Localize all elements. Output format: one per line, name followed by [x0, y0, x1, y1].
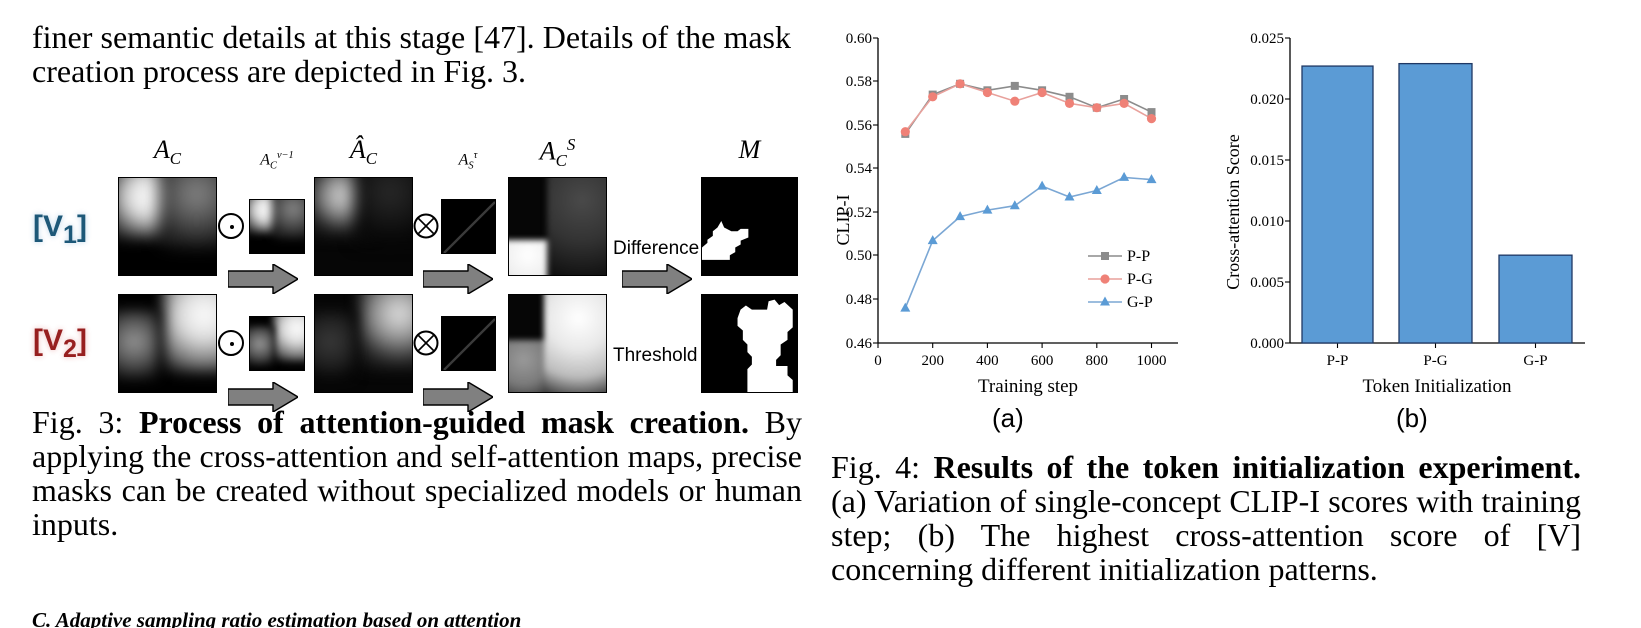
svg-text:1000: 1000 — [1137, 353, 1167, 369]
svg-text:0.52: 0.52 — [846, 205, 872, 221]
svg-text:Training step: Training step — [978, 376, 1078, 397]
svg-text:G-P: G-P — [1523, 353, 1547, 369]
svg-text:Token Initialization: Token Initialization — [1362, 376, 1512, 397]
svg-text:0.60: 0.60 — [846, 31, 872, 47]
svg-text:0.000: 0.000 — [1250, 336, 1284, 352]
svg-text:0.50: 0.50 — [846, 248, 872, 264]
svg-text:0.005: 0.005 — [1250, 275, 1284, 291]
svg-text:0.020: 0.020 — [1250, 92, 1284, 108]
svg-text:0.010: 0.010 — [1250, 214, 1284, 230]
svg-text:600: 600 — [1031, 353, 1054, 369]
svg-text:G-P: G-P — [1127, 294, 1153, 311]
svg-text:400: 400 — [976, 353, 999, 369]
svg-text:0.48: 0.48 — [846, 292, 872, 308]
svg-text:0.58: 0.58 — [846, 74, 872, 90]
svg-text:P-P: P-P — [1327, 353, 1349, 369]
svg-text:0.015: 0.015 — [1250, 153, 1284, 169]
svg-text:P-P: P-P — [1127, 248, 1150, 265]
svg-text:P-G: P-G — [1127, 271, 1153, 288]
svg-text:0.025: 0.025 — [1250, 31, 1284, 47]
svg-text:800: 800 — [1086, 353, 1109, 369]
svg-text:P-G: P-G — [1423, 353, 1447, 369]
svg-text:0: 0 — [874, 353, 882, 369]
svg-text:200: 200 — [921, 353, 944, 369]
svg-text:0.54: 0.54 — [846, 161, 873, 177]
svg-text:0.56: 0.56 — [846, 118, 873, 134]
svg-text:0.46: 0.46 — [846, 336, 873, 352]
